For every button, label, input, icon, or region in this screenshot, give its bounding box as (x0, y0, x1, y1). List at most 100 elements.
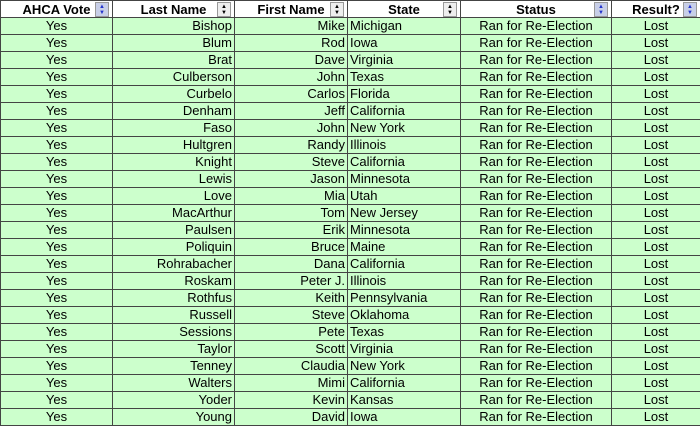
cell-status: Ran for Re-Election (460, 357, 612, 375)
cell-state: New York (347, 119, 461, 137)
cell-ahca-vote: Yes (0, 408, 113, 426)
sort-arrows-icon[interactable]: ▲ ▼ (330, 2, 344, 17)
cell-result: Lost (611, 68, 700, 86)
cell-first-name: John (234, 119, 348, 137)
cell-last-name: Taylor (112, 340, 235, 358)
cell-result: Lost (611, 238, 700, 256)
sort-arrows-icon[interactable]: ▲ ▼ (594, 2, 608, 17)
cell-result: Lost (611, 187, 700, 205)
cell-ahca-vote: Yes (0, 374, 113, 392)
table-body: Yes Bishop Mike Michigan Ran for Re-Election… (0, 17, 700, 426)
cell-last-name: Bishop (112, 17, 235, 35)
cell-first-name: Pete (234, 323, 348, 341)
cell-ahca-vote: Yes (0, 153, 113, 171)
cell-result: Lost (611, 374, 700, 392)
cell-first-name: Randy (234, 136, 348, 154)
cell-result: Lost (611, 34, 700, 52)
cell-first-name: Dave (234, 51, 348, 69)
cell-first-name: Keith (234, 289, 348, 307)
cell-status: Ran for Re-Election (460, 272, 612, 290)
sort-arrows-icon[interactable]: ▲ ▼ (683, 2, 697, 17)
cell-ahca-vote: Yes (0, 289, 113, 307)
cell-last-name: Knight (112, 153, 235, 171)
cell-first-name: Peter J. (234, 272, 348, 290)
cell-status: Ran for Re-Election (460, 187, 612, 205)
cell-first-name: Erik (234, 221, 348, 239)
sort-arrows-icon[interactable]: ▲ ▼ (217, 2, 231, 17)
column-header-last-name[interactable]: Last Name ▲ ▼ (112, 0, 235, 18)
cell-last-name: Blum (112, 34, 235, 52)
table-row: Yes Rothfus Keith Pennsylvania Ran for Re-El… (0, 289, 700, 307)
sort-arrows-icon[interactable]: ▲ ▼ (443, 2, 457, 17)
cell-status: Ran for Re-Election (460, 153, 612, 171)
cell-result: Lost (611, 340, 700, 358)
cell-state: California (347, 374, 461, 392)
cell-status: Ran for Re-Election (460, 221, 612, 239)
cell-status: Ran for Re-Election (460, 238, 612, 256)
cell-result: Lost (611, 408, 700, 426)
cell-result: Lost (611, 272, 700, 290)
cell-status: Ran for Re-Election (460, 408, 612, 426)
cell-ahca-vote: Yes (0, 170, 113, 188)
cell-state: Pennsylvania (347, 289, 461, 307)
cell-state: New York (347, 357, 461, 375)
cell-state: Minnesota (347, 170, 461, 188)
cell-ahca-vote: Yes (0, 34, 113, 52)
table-row: Yes Lewis Jason Minnesota Ran for Re-Electio… (0, 170, 700, 188)
cell-state: California (347, 255, 461, 273)
cell-last-name: Paulsen (112, 221, 235, 239)
cell-last-name: Tenney (112, 357, 235, 375)
cell-first-name: Jeff (234, 102, 348, 120)
column-header-status[interactable]: Status ▲ ▼ (460, 0, 612, 18)
column-header-result[interactable]: Result? ▲ ▼ (611, 0, 700, 18)
cell-state: Utah (347, 187, 461, 205)
cell-status: Ran for Re-Election (460, 374, 612, 392)
cell-status: Ran for Re-Election (460, 34, 612, 52)
cell-status: Ran for Re-Election (460, 306, 612, 324)
header-label: Status (516, 1, 556, 17)
cell-first-name: Scott (234, 340, 348, 358)
column-header-ahca-vote[interactable]: AHCA Vote ▲ ▼ (0, 0, 113, 18)
cell-last-name: Hultgren (112, 136, 235, 154)
header-label: State (388, 1, 420, 17)
cell-last-name: Lewis (112, 170, 235, 188)
cell-ahca-vote: Yes (0, 204, 113, 222)
cell-status: Ran for Re-Election (460, 51, 612, 69)
table-row: Yes Culberson John Texas Ran for Re-Election… (0, 68, 700, 86)
cell-first-name: Steve (234, 153, 348, 171)
table-row: Yes Denham Jeff California Ran for Re-Electi… (0, 102, 700, 120)
cell-last-name: MacArthur (112, 204, 235, 222)
cell-state: Oklahoma (347, 306, 461, 324)
cell-status: Ran for Re-Election (460, 136, 612, 154)
cell-state: Iowa (347, 34, 461, 52)
cell-ahca-vote: Yes (0, 357, 113, 375)
cell-first-name: Kevin (234, 391, 348, 409)
cell-state: Michigan (347, 17, 461, 35)
table-row: Yes Tenney Claudia New York Ran for Re-Elect… (0, 357, 700, 375)
cell-ahca-vote: Yes (0, 306, 113, 324)
cell-first-name: David (234, 408, 348, 426)
cell-result: Lost (611, 102, 700, 120)
cell-first-name: Carlos (234, 85, 348, 103)
cell-state: Virginia (347, 340, 461, 358)
cell-state: Texas (347, 68, 461, 86)
cell-ahca-vote: Yes (0, 17, 113, 35)
column-header-first-name[interactable]: First Name ▲ ▼ (234, 0, 348, 18)
cell-result: Lost (611, 306, 700, 324)
cell-ahca-vote: Yes (0, 323, 113, 341)
cell-result: Lost (611, 17, 700, 35)
cell-ahca-vote: Yes (0, 340, 113, 358)
sort-arrows-icon[interactable]: ▲ ▼ (95, 2, 109, 17)
cell-result: Lost (611, 170, 700, 188)
header-row: AHCA Vote ▲ ▼ Last Name ▲ ▼ First Name ▲ ▼ State ▲… (0, 0, 700, 18)
cell-first-name: John (234, 68, 348, 86)
cell-state: Kansas (347, 391, 461, 409)
cell-status: Ran for Re-Election (460, 68, 612, 86)
cell-result: Lost (611, 391, 700, 409)
cell-last-name: Walters (112, 374, 235, 392)
cell-status: Ran for Re-Election (460, 289, 612, 307)
cell-ahca-vote: Yes (0, 51, 113, 69)
table-row: Yes Faso John New York Ran for Re-Election Lo… (0, 119, 700, 137)
column-header-state[interactable]: State ▲ ▼ (347, 0, 461, 18)
cell-state: California (347, 102, 461, 120)
